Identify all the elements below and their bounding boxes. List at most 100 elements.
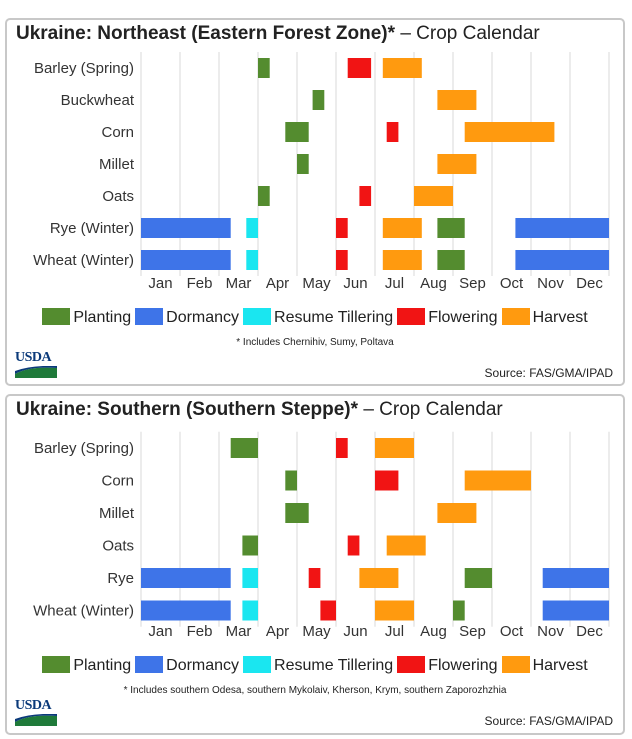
x-tick-label: Jun: [343, 623, 367, 640]
stage-bar-harvest: [359, 568, 399, 588]
usda-logo-mark: [15, 365, 57, 378]
stage-bar-planting: [258, 58, 270, 78]
stage-bar-flowering: [336, 438, 348, 458]
chart-source: Source: FAS/GMA/IPAD: [484, 714, 613, 728]
x-tick-label: Mar: [226, 623, 252, 640]
crop-label: Corn: [101, 124, 134, 141]
stage-bar-resume-tillering: [242, 568, 258, 588]
legend-swatch: [397, 656, 426, 673]
legend-item: Harvest: [501, 656, 588, 675]
legend-label: Planting: [73, 657, 132, 674]
usda-logo: USDA: [15, 699, 59, 727]
chart-title: Ukraine: Southern (Southern Steppe)* – C…: [16, 399, 503, 421]
legend-item: Dormancy: [135, 656, 239, 675]
x-tick-label: Oct: [500, 275, 524, 292]
legend-swatch: [135, 308, 164, 325]
stage-bar-planting: [464, 568, 492, 588]
legend-swatch: [243, 656, 272, 673]
stage-bar-flowering: [336, 250, 348, 270]
stage-bar-dormancy: [141, 218, 231, 238]
legend-swatch: [42, 308, 71, 325]
crop-label: Wheat (Winter): [33, 252, 134, 269]
crop-label: Barley (Spring): [34, 440, 134, 457]
stage-bar-flowering: [336, 218, 348, 238]
crop-calendar-panel-southern: Ukraine: Southern (Southern Steppe)* – C…: [5, 394, 625, 735]
chart-legend: Planting Dormancy Resume Tillering Flowerin…: [7, 656, 623, 675]
stage-bar-planting: [312, 90, 325, 110]
crop-label: Millet: [99, 156, 135, 173]
x-tick-label: Dec: [576, 623, 603, 640]
chart-title: Ukraine: Northeast (Eastern Forest Zone)…: [16, 23, 540, 45]
x-tick-label: Mar: [226, 275, 252, 292]
stage-bar-dormancy: [515, 218, 609, 238]
stage-bar-harvest: [382, 250, 422, 270]
crop-label: Rye: [107, 570, 134, 587]
legend-label: Harvest: [532, 309, 588, 326]
chart-footnote: * Includes Chernihiv, Sumy, Poltava: [236, 337, 394, 348]
stage-bar-harvest: [375, 438, 414, 458]
stage-bar-planting: [285, 503, 309, 523]
x-tick-label: Nov: [537, 623, 564, 640]
chart-legend: Planting Dormancy Resume Tillering Flowerin…: [7, 308, 623, 327]
stage-bar-flowering: [375, 470, 399, 491]
stage-bar-planting: [230, 438, 258, 458]
legend-item: Flowering: [397, 656, 498, 675]
stage-bar-flowering: [320, 600, 336, 621]
usda-logo-text: USDA: [15, 698, 52, 713]
legend-swatch: [42, 656, 71, 673]
usda-logo-text: USDA: [15, 350, 52, 365]
stage-bar-planting: [258, 186, 270, 206]
legend-label: Harvest: [532, 657, 588, 674]
x-tick-label: Sep: [459, 275, 486, 292]
x-tick-label: Jun: [343, 275, 367, 292]
legend-label: Resume Tillering: [274, 309, 394, 326]
x-tick-label: May: [302, 623, 331, 640]
legend-swatch: [397, 308, 426, 325]
legend-swatch: [501, 656, 530, 673]
legend-item: Harvest: [501, 308, 588, 327]
stage-bar-harvest: [382, 218, 422, 238]
x-tick-label: Jan: [148, 623, 172, 640]
usda-logo-mark: [15, 713, 57, 726]
legend-item: Planting: [42, 656, 131, 675]
crop-calendar-panel-northeast: Ukraine: Northeast (Eastern Forest Zone)…: [5, 18, 625, 386]
stage-bar-harvest: [437, 503, 477, 523]
stage-bar-flowering: [359, 186, 372, 206]
legend-item: Resume Tillering: [243, 656, 393, 675]
x-tick-label: Jul: [385, 623, 404, 640]
legend-item: Flowering: [397, 308, 498, 327]
usda-logo: USDA: [15, 351, 59, 379]
stage-bar-planting: [297, 154, 309, 174]
legend-label: Planting: [73, 309, 132, 326]
x-tick-label: May: [302, 275, 331, 292]
stage-bar-harvest: [437, 90, 477, 110]
chart-title-bold: Ukraine: Southern (Southern Steppe)*: [16, 399, 359, 420]
stage-bar-flowering: [308, 568, 321, 588]
stage-bar-planting: [285, 122, 309, 142]
stage-bar-harvest: [414, 186, 453, 206]
x-tick-label: Apr: [266, 623, 289, 640]
gantt-chart-southern: Barley (Spring) Corn Millet Oats Rye Wheat (W…: [33, 431, 610, 640]
x-tick-label: Nov: [537, 275, 564, 292]
chart-title-rest: – Crop Calendar: [400, 23, 540, 44]
legend-label: Dormancy: [166, 657, 240, 674]
x-tick-label: Apr: [266, 275, 289, 292]
legend-item: Resume Tillering: [243, 308, 393, 327]
stage-bar-resume-tillering: [246, 250, 258, 270]
x-tick-label: Feb: [187, 623, 213, 640]
x-tick-label: Oct: [500, 623, 524, 640]
legend-label: Dormancy: [166, 309, 240, 326]
stage-bar-resume-tillering: [246, 218, 258, 238]
legend-item: Planting: [42, 308, 131, 327]
legend-item: Dormancy: [135, 308, 239, 327]
stage-bar-harvest: [386, 535, 426, 556]
stage-bar-planting: [437, 250, 465, 270]
gantt-chart-northeast: Barley (Spring) Buckwheat Corn Millet Oats Ry…: [33, 52, 610, 292]
stage-bar-flowering: [386, 122, 399, 142]
chart-source: Source: FAS/GMA/IPAD: [484, 366, 613, 380]
legend-swatch: [501, 308, 530, 325]
stage-bar-dormancy: [141, 568, 231, 588]
chart-title-rest: – Crop Calendar: [363, 399, 503, 420]
x-tick-label: Aug: [420, 623, 447, 640]
crop-label: Wheat (Winter): [33, 603, 134, 620]
